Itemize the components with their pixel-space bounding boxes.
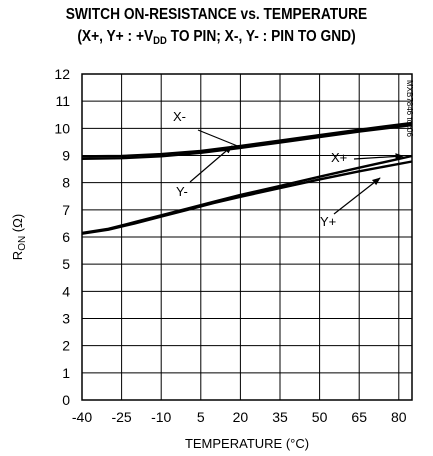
y-tick-label: 5: [62, 256, 70, 272]
annotation-pointer-3: [353, 153, 404, 160]
series-layer: [81, 121, 413, 235]
x-tick-label: -40: [72, 409, 92, 425]
figure-code-note: MXB7846 toc06: [405, 80, 414, 137]
x-tick-label: -25: [111, 409, 131, 425]
x-tick-label: -10: [151, 409, 171, 425]
chart-title-line-2: (X+, Y+ : +VDD TO PIN; X-, Y- : PIN TO G…: [77, 28, 356, 47]
x-tick-label: 80: [391, 409, 407, 425]
series-line-Yminus: [81, 123, 413, 160]
y-tick-label: 10: [54, 120, 70, 136]
chart-title-line-1: SWITCH ON-RESISTANCE vs. TEMPERATURE: [65, 6, 368, 23]
annotation-label-3: X+: [331, 150, 347, 165]
y-tick-label: 12: [54, 66, 70, 82]
series-line-Yplus: [81, 160, 413, 235]
y-tick-label: 9: [62, 148, 70, 164]
y-tick-label: 2: [62, 338, 70, 354]
annotations: X- Y- X+ Y+: [173, 109, 404, 229]
annotation-pointer-4: [333, 177, 381, 215]
y-tick-label: 4: [62, 283, 70, 299]
y-tick-label: 7: [62, 202, 70, 218]
y-tick-label: 0: [62, 392, 70, 408]
annotation-pointer-1: [197, 129, 241, 148]
x-tick-label: 5: [197, 409, 205, 425]
x-axis-label: TEMPERATURE (°C): [185, 436, 309, 451]
y-axis-label: RON (Ω): [10, 214, 28, 260]
y-tick-label: 3: [62, 311, 70, 327]
x-tick-label: 35: [272, 409, 288, 425]
y-tick-label: 1: [62, 365, 70, 381]
plot-frame: [81, 73, 413, 401]
x-tick-label: 20: [233, 409, 249, 425]
annotation-label-4: Y+: [320, 214, 336, 229]
annotation-label-1: X-: [173, 109, 186, 124]
y-tick-label: 6: [62, 229, 70, 245]
series-line-Xminus: [81, 121, 413, 158]
annotation-label-2: Y-: [176, 184, 188, 199]
x-tick-labels: -40 -25 -10 5 20 35 50 65 80: [72, 409, 407, 425]
x-tick-label: 50: [312, 409, 328, 425]
y-tick-label: 8: [62, 175, 70, 191]
grid-lines: [81, 73, 412, 401]
x-tick-label: 65: [351, 409, 367, 425]
y-tick-label: 11: [55, 93, 70, 109]
annotation-pointer-2: [189, 145, 233, 183]
